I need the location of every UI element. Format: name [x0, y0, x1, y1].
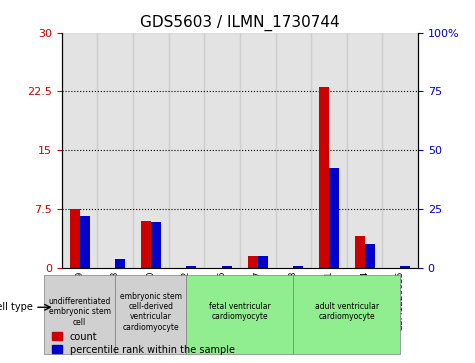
Bar: [115, 260, 125, 268]
Text: undifferentiated
embryonic stem
cell: undifferentiated embryonic stem cell: [48, 297, 111, 327]
Text: fetal ventricular
cardiomyocyte: fetal ventricular cardiomyocyte: [209, 302, 271, 321]
Bar: [186, 266, 197, 268]
Bar: [382, 33, 418, 268]
Bar: [133, 33, 169, 268]
Bar: [311, 33, 347, 268]
Bar: [257, 256, 268, 268]
Legend: count, percentile rank within the sample: count, percentile rank within the sample: [52, 331, 235, 355]
Bar: [70, 209, 80, 268]
Bar: [222, 266, 232, 268]
Bar: [80, 216, 89, 268]
FancyBboxPatch shape: [115, 275, 186, 354]
FancyBboxPatch shape: [293, 275, 400, 354]
Bar: [240, 33, 276, 268]
Bar: [347, 33, 382, 268]
Bar: [293, 266, 304, 268]
Bar: [97, 33, 133, 268]
Bar: [151, 222, 161, 268]
Bar: [62, 33, 97, 268]
Bar: [276, 33, 311, 268]
Bar: [329, 168, 339, 268]
Bar: [319, 87, 329, 268]
Bar: [354, 236, 365, 268]
FancyBboxPatch shape: [186, 275, 293, 354]
Text: cell type: cell type: [0, 302, 33, 312]
FancyBboxPatch shape: [44, 275, 115, 354]
Bar: [365, 244, 374, 268]
Title: GDS5603 / ILMN_1730744: GDS5603 / ILMN_1730744: [140, 15, 340, 31]
Bar: [169, 33, 204, 268]
Bar: [248, 256, 258, 268]
Bar: [204, 33, 240, 268]
Text: embryonic stem
cell-derived
ventricular
cardiomyocyte: embryonic stem cell-derived ventricular …: [120, 291, 182, 332]
Bar: [400, 266, 410, 268]
Text: adult ventricular
cardiomyocyte: adult ventricular cardiomyocyte: [314, 302, 379, 321]
Bar: [141, 221, 151, 268]
